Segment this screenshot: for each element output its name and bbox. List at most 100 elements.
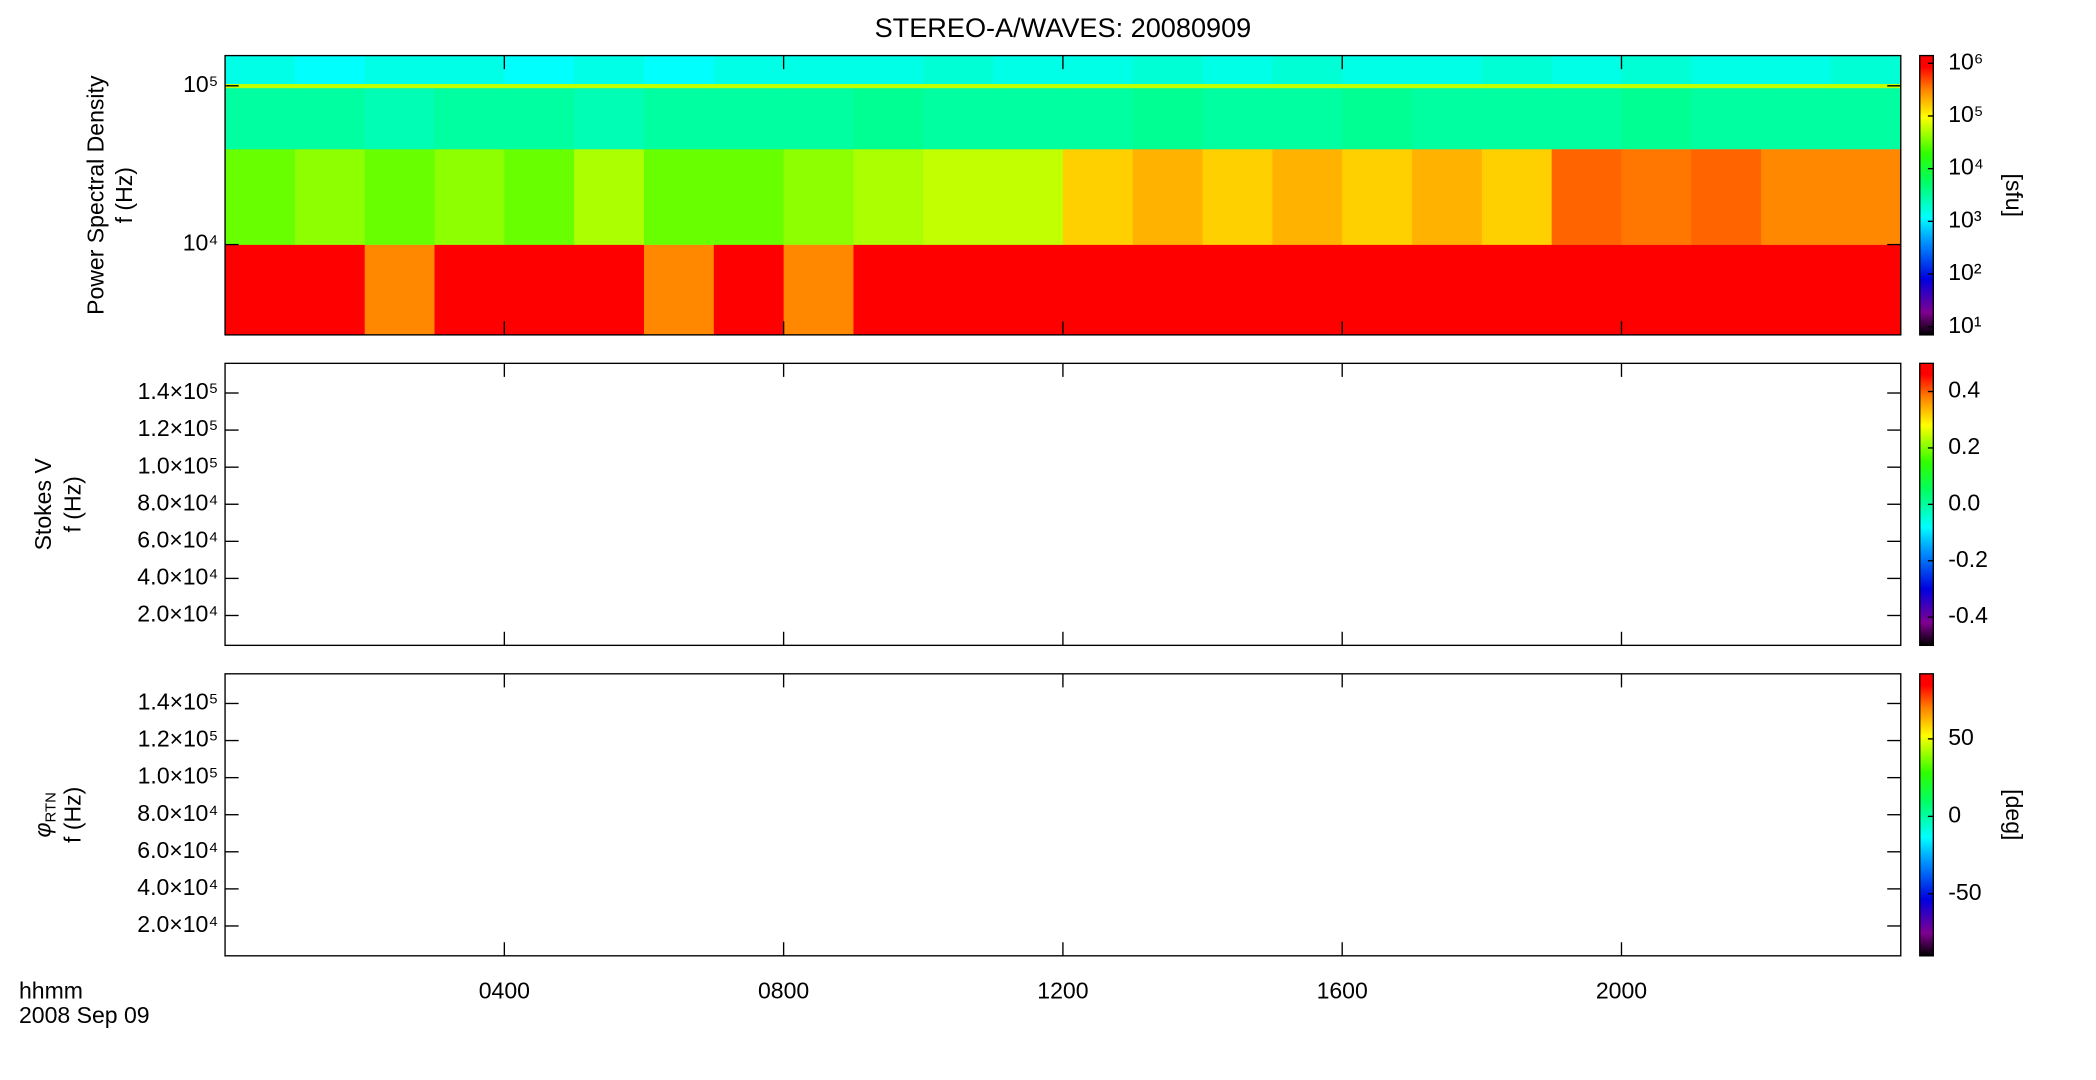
colorbar-tick-label: 0 (1948, 801, 1961, 827)
spectrogram-cell (1621, 244, 1692, 336)
spectrogram-cell (1062, 244, 1134, 336)
colorbar-tick-label: 0.2 (1948, 433, 1980, 459)
spectrogram-cell (1342, 87, 1413, 150)
spectrogram-cell (1062, 55, 1134, 85)
spectrogram-cell (574, 55, 645, 85)
colorbar-tick-label: -0.4 (1948, 602, 1988, 628)
spectrogram-cell (923, 148, 994, 245)
spectrogram-cell (853, 55, 924, 85)
spectrogram-cell (1481, 244, 1553, 336)
spectrogram-cell (1761, 148, 1832, 245)
x-tick-label: 0800 (758, 978, 809, 1004)
x-tick-label: 0400 (479, 978, 530, 1004)
spectrogram-cell (1621, 83, 1692, 89)
spectrogram-cell (574, 244, 645, 336)
y-tick-label: 4.0×10⁴ (137, 564, 218, 590)
spectrogram-cell (713, 244, 785, 336)
spectrogram-cell (783, 83, 854, 89)
spectrogram-cell (1481, 148, 1553, 245)
spectrogram-cell (923, 55, 994, 85)
spectrogram-cell (1691, 148, 1762, 245)
colorbar-tick-label: 10³ (1948, 206, 1982, 232)
spectrogram-cell (783, 87, 854, 150)
y-axis-label: Stokes V (30, 458, 56, 551)
y-tick-label: 8.0×10⁴ (137, 800, 218, 826)
spectrogram-cell (1342, 148, 1413, 245)
colorbar-tick-label: 10⁵ (1948, 101, 1983, 127)
spectrogram-cell (504, 244, 575, 336)
y-tick-label: 2.0×10⁴ (137, 601, 218, 627)
spectrogram-cell (1062, 83, 1134, 89)
spectrogram-cell (993, 87, 1064, 150)
y-axis-label: f (Hz) (60, 787, 86, 843)
y-tick-label: 8.0×10⁴ (137, 489, 218, 515)
x-tick-label: 1600 (1317, 978, 1368, 1004)
y-tick-label: 6.0×10⁴ (137, 526, 218, 552)
spectrogram-cell (504, 87, 575, 150)
spectrogram-cell (1342, 83, 1413, 89)
spectrogram-cell (504, 148, 575, 245)
y-axis-symbol: φ (30, 822, 56, 837)
spectrogram-cell (853, 244, 924, 336)
spectrogram-cell (713, 87, 785, 150)
colorbar-tick-label: 0.0 (1948, 489, 1980, 515)
spectrogram-cell (1272, 87, 1343, 150)
spectrogram-cell (1761, 55, 1832, 85)
spectrogram-cell (1412, 55, 1483, 85)
spectrogram-cell (1132, 83, 1204, 89)
y-tick-label: 6.0×10⁴ (137, 837, 218, 863)
spectrogram-cell (225, 87, 296, 150)
spectrogram-cell (1202, 244, 1273, 336)
spectrogram-cell (713, 83, 785, 89)
spectrogram-cell (364, 148, 436, 245)
spectrogram-cell (1830, 148, 1902, 245)
spectrogram-cell (1551, 55, 1623, 85)
spectrogram-cell (225, 83, 296, 89)
spectrogram-cell (1412, 244, 1483, 336)
spectrogram-cell (1830, 244, 1902, 336)
spectrogram-cell (434, 148, 505, 245)
spectrogram-cell (1481, 83, 1553, 89)
spectrogram-cell (993, 83, 1064, 89)
spectrogram-cell (225, 148, 296, 245)
y-axis-label: Power Spectral Density (83, 75, 109, 315)
y-tick-label: 10⁴ (183, 230, 219, 256)
spectrogram-cell (993, 148, 1064, 245)
plot-frame (224, 673, 1902, 957)
spectrogram-cell (1551, 83, 1623, 89)
spectrogram-cell (294, 148, 366, 245)
y-tick-label: 1.4×10⁵ (138, 689, 219, 715)
y-tick-label: 1.2×10⁵ (138, 726, 219, 752)
spectrogram-cell (1830, 87, 1902, 150)
spectrogram-cell (1272, 244, 1343, 336)
spectrogram-cell (1691, 244, 1762, 336)
spectrogram-cell (1412, 83, 1483, 89)
colorbar-tick-label: 10² (1948, 259, 1982, 285)
spectrogram-cell (923, 244, 994, 336)
spectrogram-cell (1132, 244, 1204, 336)
spectrogram-cell (1761, 244, 1832, 336)
spectrogram-cell (364, 87, 436, 150)
colorbar-tick-label: 10¹ (1948, 312, 1982, 338)
spectrogram-cell (364, 83, 436, 89)
spectrogram-cell (364, 244, 436, 336)
spectrogram-cell (643, 244, 715, 336)
spectrogram-cell (504, 55, 575, 85)
spectrogram-cell (434, 83, 505, 89)
spectrogram-cell (434, 244, 505, 336)
spectrogram-cell (1412, 87, 1483, 150)
y-axis-label: f (Hz) (60, 476, 86, 532)
y-axis-label: f (Hz) (111, 167, 137, 223)
spectrogram-cell (1342, 244, 1413, 336)
spectrogram-cell (923, 83, 994, 89)
colorbar-label: [deg] (2001, 789, 2027, 840)
spectrogram-cell (1132, 87, 1204, 150)
x-tick-label: 2000 (1596, 978, 1647, 1004)
spectrogram-cell (993, 55, 1064, 85)
spectrogram-cell (1202, 83, 1273, 89)
spectrogram-cell (574, 87, 645, 150)
spectrogram-cell (574, 148, 645, 245)
spectrogram-cell (643, 83, 715, 89)
spectrogram-cell (783, 55, 854, 85)
